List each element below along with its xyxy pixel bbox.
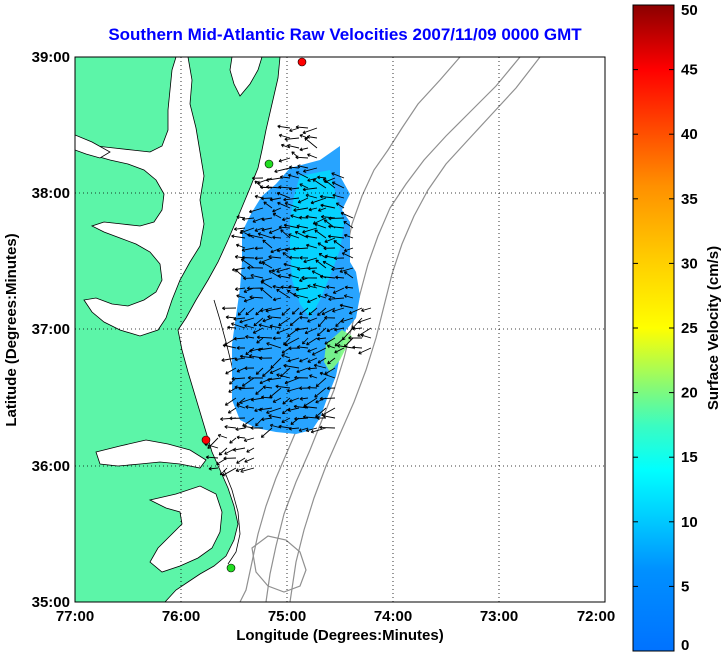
station-marker	[264, 159, 274, 169]
colorbar-ticks: 0 5 10 15 20 25 30 35 40 45 50	[633, 2, 698, 654]
colorbar-tick-label: 40	[681, 126, 698, 143]
bathymetry-patch	[251, 535, 307, 593]
station-marker	[297, 57, 307, 67]
x-tick-label: 76:00	[162, 608, 200, 625]
upper-bay-water	[75, 134, 111, 159]
y-axis-label: Latitude (Degrees:Minutes)	[3, 233, 20, 426]
albemarle-sound	[95, 439, 207, 469]
y-tick-label: 35:00	[32, 594, 70, 611]
map-title: Southern Mid-Atlantic Raw Velocities 200…	[108, 25, 582, 44]
x-tick-label: 73:00	[480, 608, 518, 625]
delaware-bay	[229, 57, 263, 97]
colorbar-tick-label: 20	[681, 385, 698, 402]
bathymetry-contour-3	[289, 57, 541, 602]
station-marker	[226, 563, 236, 573]
colorbar: 0 5 10 15 20 25 30 35 40 45 50 Surface Velocity (c…	[632, 2, 722, 654]
y-axis-ticks: 39:00 38:00 37:00 36:00 35:00	[32, 49, 70, 611]
colorbar-label: Surface Velocity (cm/s)	[705, 246, 722, 410]
map-frame	[74, 56, 606, 603]
velocity-arrow-set	[204, 124, 372, 477]
y-tick-label: 39:00	[32, 49, 70, 66]
x-tick-label: 74:00	[374, 608, 412, 625]
colorbar-gradient	[632, 4, 675, 652]
colorbar-tick-label: 15	[681, 449, 698, 466]
x-tick-label: 72:00	[577, 608, 615, 625]
x-axis-ticks: 77:00 76:00 75:00 74:00 73:00 72:00	[56, 608, 615, 625]
colorbar-tick-label: 5	[681, 578, 689, 595]
colorbar-tick-label: 45	[681, 62, 698, 79]
map-plot-area	[74, 56, 606, 603]
map-grid	[75, 57, 605, 602]
station-marker	[201, 435, 211, 445]
colorbar-tick-label: 0	[681, 637, 689, 654]
x-axis-label: Longitude (Degrees:Minutes)	[236, 627, 444, 644]
colorbar-tick-label: 50	[681, 2, 698, 19]
land-mass	[75, 57, 281, 602]
y-tick-label: 37:00	[32, 321, 70, 338]
velocity-arrows	[204, 124, 372, 477]
colorbar-tick-label: 10	[681, 514, 698, 531]
pamlico-sound	[148, 485, 223, 573]
x-tick-label: 75:00	[268, 608, 306, 625]
y-tick-label: 38:00	[32, 185, 70, 202]
y-tick-label: 36:00	[32, 458, 70, 475]
colorbar-tick-label: 35	[681, 191, 698, 208]
colorbar-tick-label: 25	[681, 320, 698, 337]
x-tick-label: 77:00	[56, 608, 94, 625]
colorbar-tick-label: 30	[681, 255, 698, 272]
